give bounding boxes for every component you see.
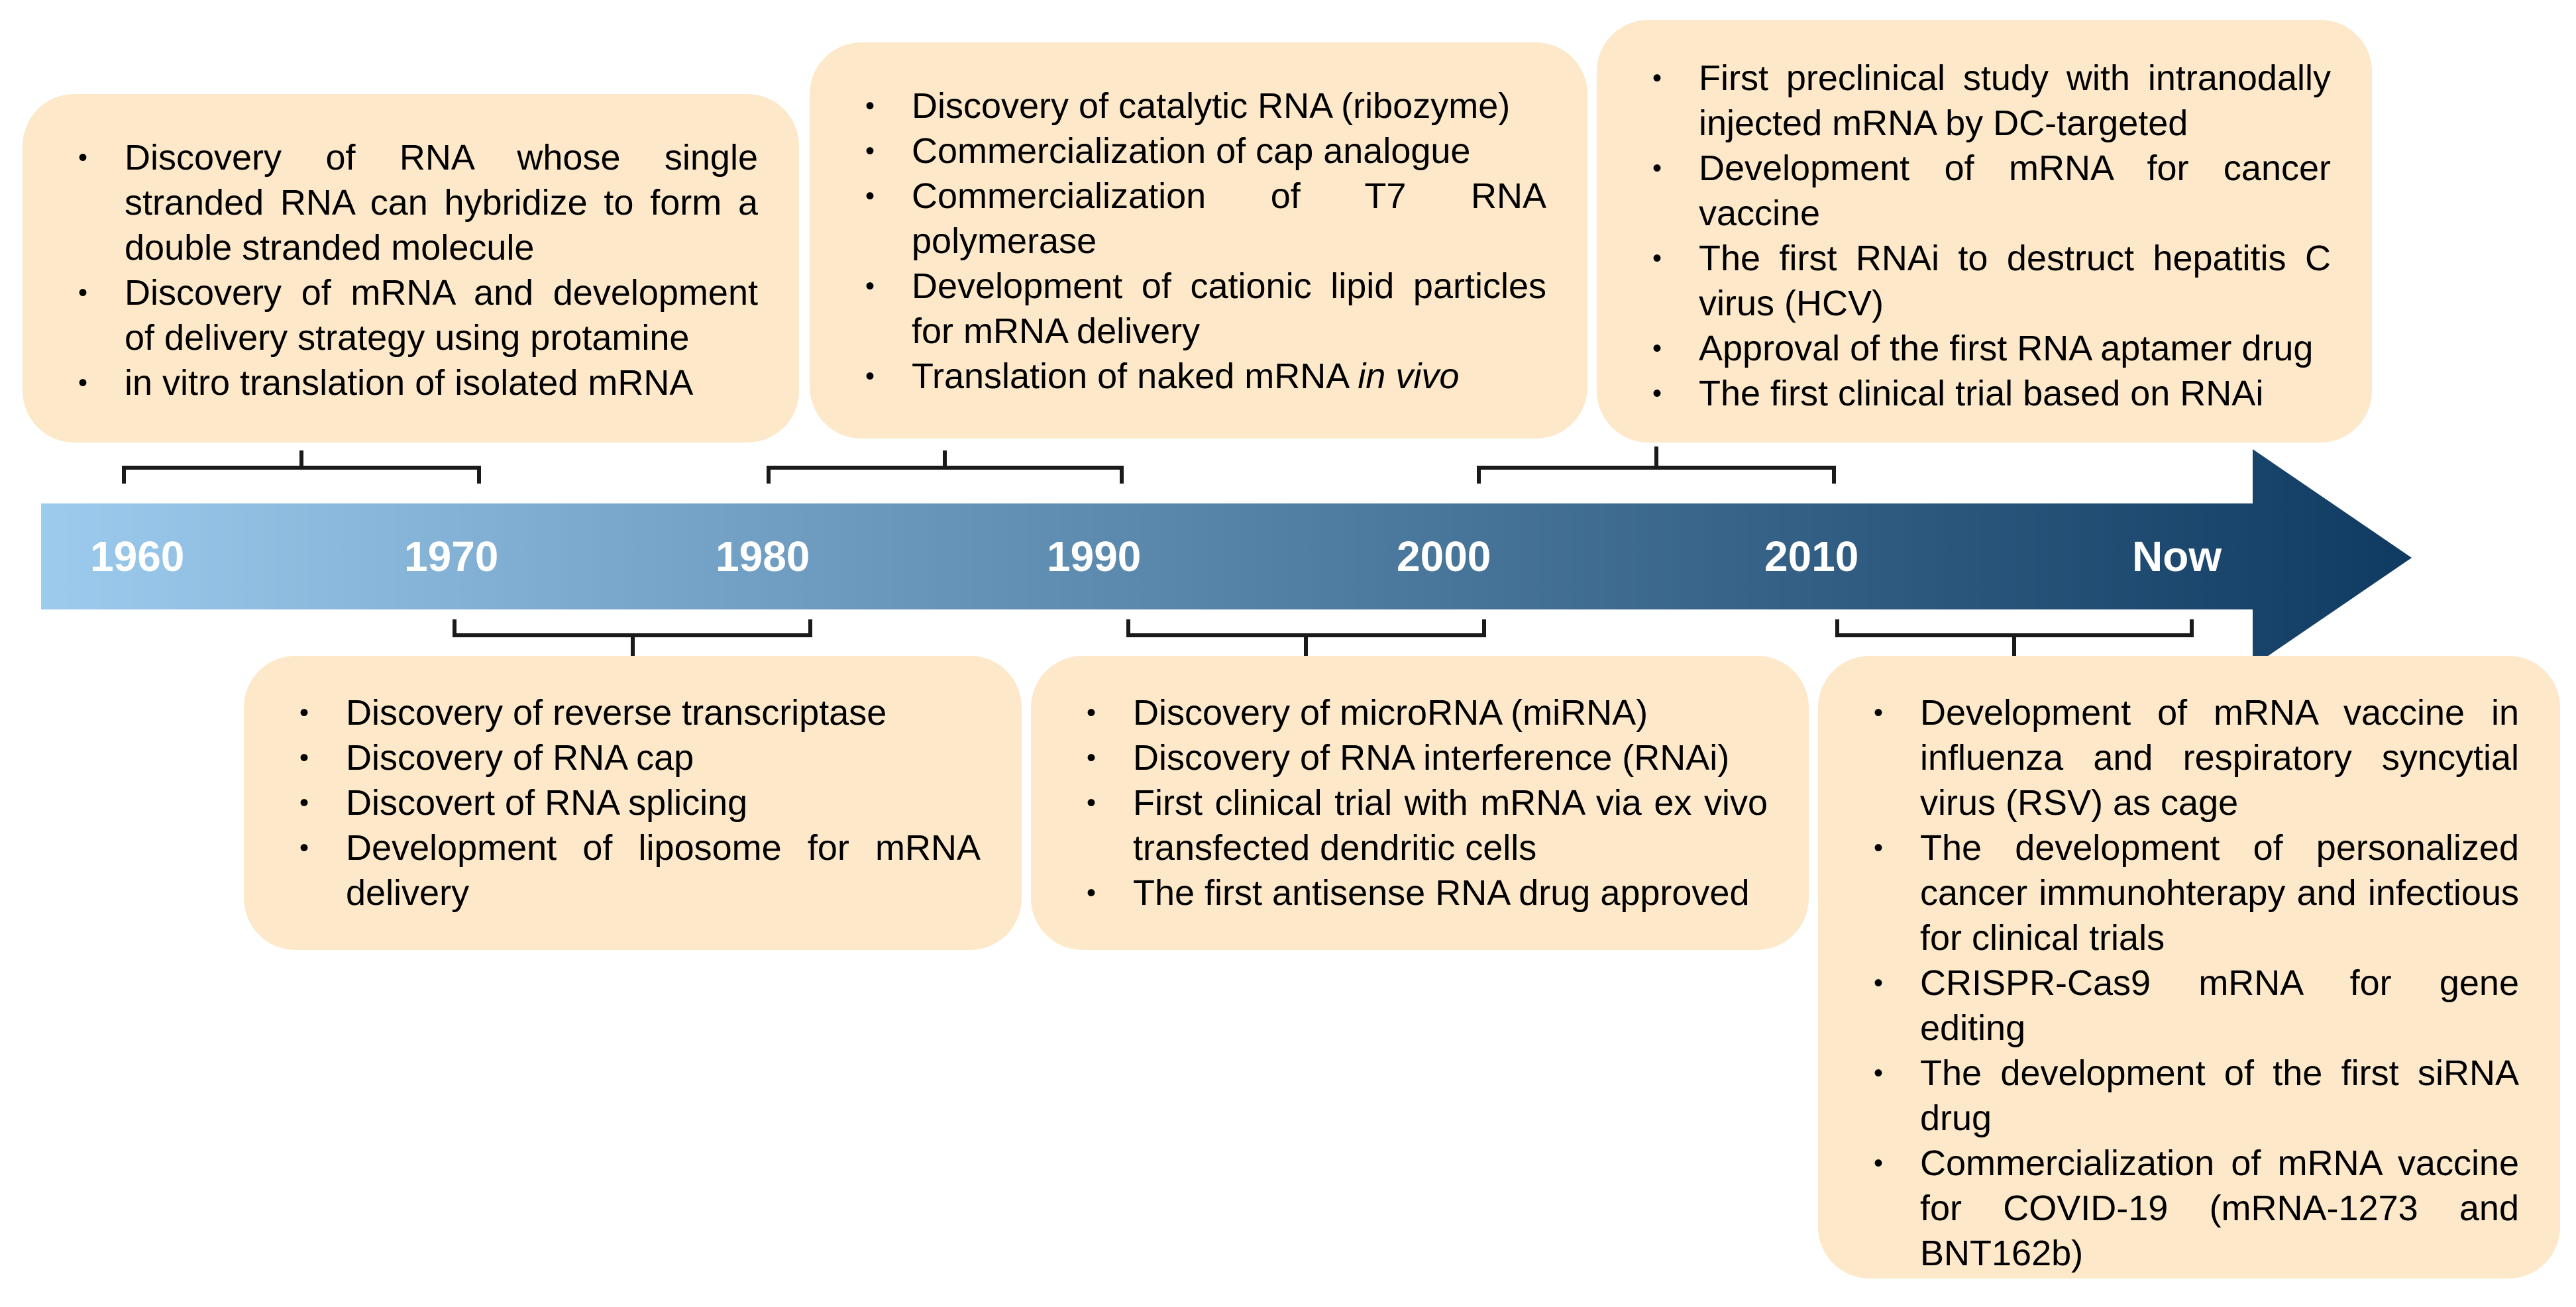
event-box-1970s: • Discovery of reverse transcriptase • Dis…	[244, 656, 1022, 950]
event-item: • Approval of the first RNA aptamer drug	[1652, 329, 2314, 368]
bracket-1960s	[122, 450, 481, 484]
event-box-2000s: • First preclinical study with intranodal…	[1597, 20, 2372, 443]
event-item: • Translation of naked mRNA in vivo	[865, 356, 1460, 396]
event-item: • CRISPR-Cas9 mRNA for gene editing	[1874, 963, 2519, 1048]
year-label-1990: 1990	[1047, 533, 1142, 580]
event-item: • Discovery of reverse transcriptase	[299, 693, 887, 733]
event-item: • in vitro translation of isolated mRNA	[78, 363, 694, 403]
event-item: • Discovery of RNA whose single stranded …	[78, 138, 758, 268]
event-item: • The development of personalized cancer …	[1874, 828, 2519, 958]
timeline-arrow	[41, 449, 2412, 666]
event-box-1960s: • Discovery of RNA whose single stranded …	[23, 94, 799, 443]
event-item: • First clinical trial with mRNA via ex v…	[1087, 783, 1768, 868]
event-item: • Commercialization of T7 RNA polymerase	[865, 176, 1546, 261]
bracket-1980s	[767, 450, 1124, 484]
bracket-1990s	[1126, 619, 1486, 656]
event-item: • Discovery of microRNA (miRNA)	[1087, 693, 1648, 733]
year-label-2010: 2010	[1764, 533, 1859, 580]
event-item: • Commercialization of cap analogue	[865, 131, 1471, 171]
event-item: • Development of cationic lipid particles…	[865, 266, 1546, 351]
event-item: • The first RNAi to destruct hepatitis C …	[1652, 238, 2331, 323]
bracket-2010s	[1835, 619, 2194, 656]
event-item: • First preclinical study with intranodal…	[1652, 58, 2331, 143]
event-item: • Discovery of RNA cap	[299, 738, 694, 778]
year-label-1970: 1970	[404, 533, 499, 580]
event-item: • Development of mRNA vaccine in influenz…	[1874, 693, 2519, 823]
year-label-2000: 2000	[1397, 533, 1491, 580]
event-item: • Discovery of catalytic RNA (ribozyme)	[865, 86, 1511, 126]
event-item: • Development of liposome for mRNA delive…	[299, 828, 981, 913]
event-box-2010s: • Development of mRNA vaccine in influenz…	[1818, 656, 2560, 1279]
bracket-2000s	[1477, 446, 1836, 484]
year-label-1980: 1980	[716, 533, 810, 580]
event-item: • Discovery of RNA interference (RNAi)	[1087, 738, 1730, 778]
event-box-1980s: • Discovery of catalytic RNA (ribozyme) •…	[810, 42, 1587, 439]
event-item: • Discovery of mRNA and development of de…	[78, 273, 758, 358]
in-vivo-italic: in vivo	[1358, 356, 1460, 396]
year-label-1960: 1960	[90, 533, 185, 580]
event-item: • The first clinical trial based on RNAi	[1652, 374, 2264, 413]
year-label-now: Now	[2132, 533, 2222, 580]
event-item: • Commercialization of mRNA vaccine for C…	[1874, 1143, 2519, 1273]
event-item: • The first antisense RNA drug approved	[1087, 873, 1750, 913]
event-item: • The development of the first siRNA drug	[1874, 1053, 2519, 1138]
event-item: • Development of mRNA for cancer vaccine	[1652, 148, 2331, 233]
event-box-1990s: • Discovery of microRNA (miRNA) • Discover…	[1031, 656, 1809, 950]
bracket-1970s	[453, 619, 812, 656]
event-item: • Discovert of RNA splicing	[299, 783, 748, 823]
